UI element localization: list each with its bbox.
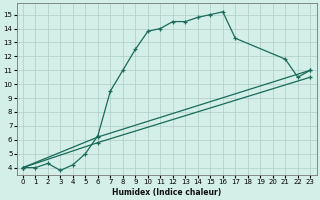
X-axis label: Humidex (Indice chaleur): Humidex (Indice chaleur) [112, 188, 221, 197]
